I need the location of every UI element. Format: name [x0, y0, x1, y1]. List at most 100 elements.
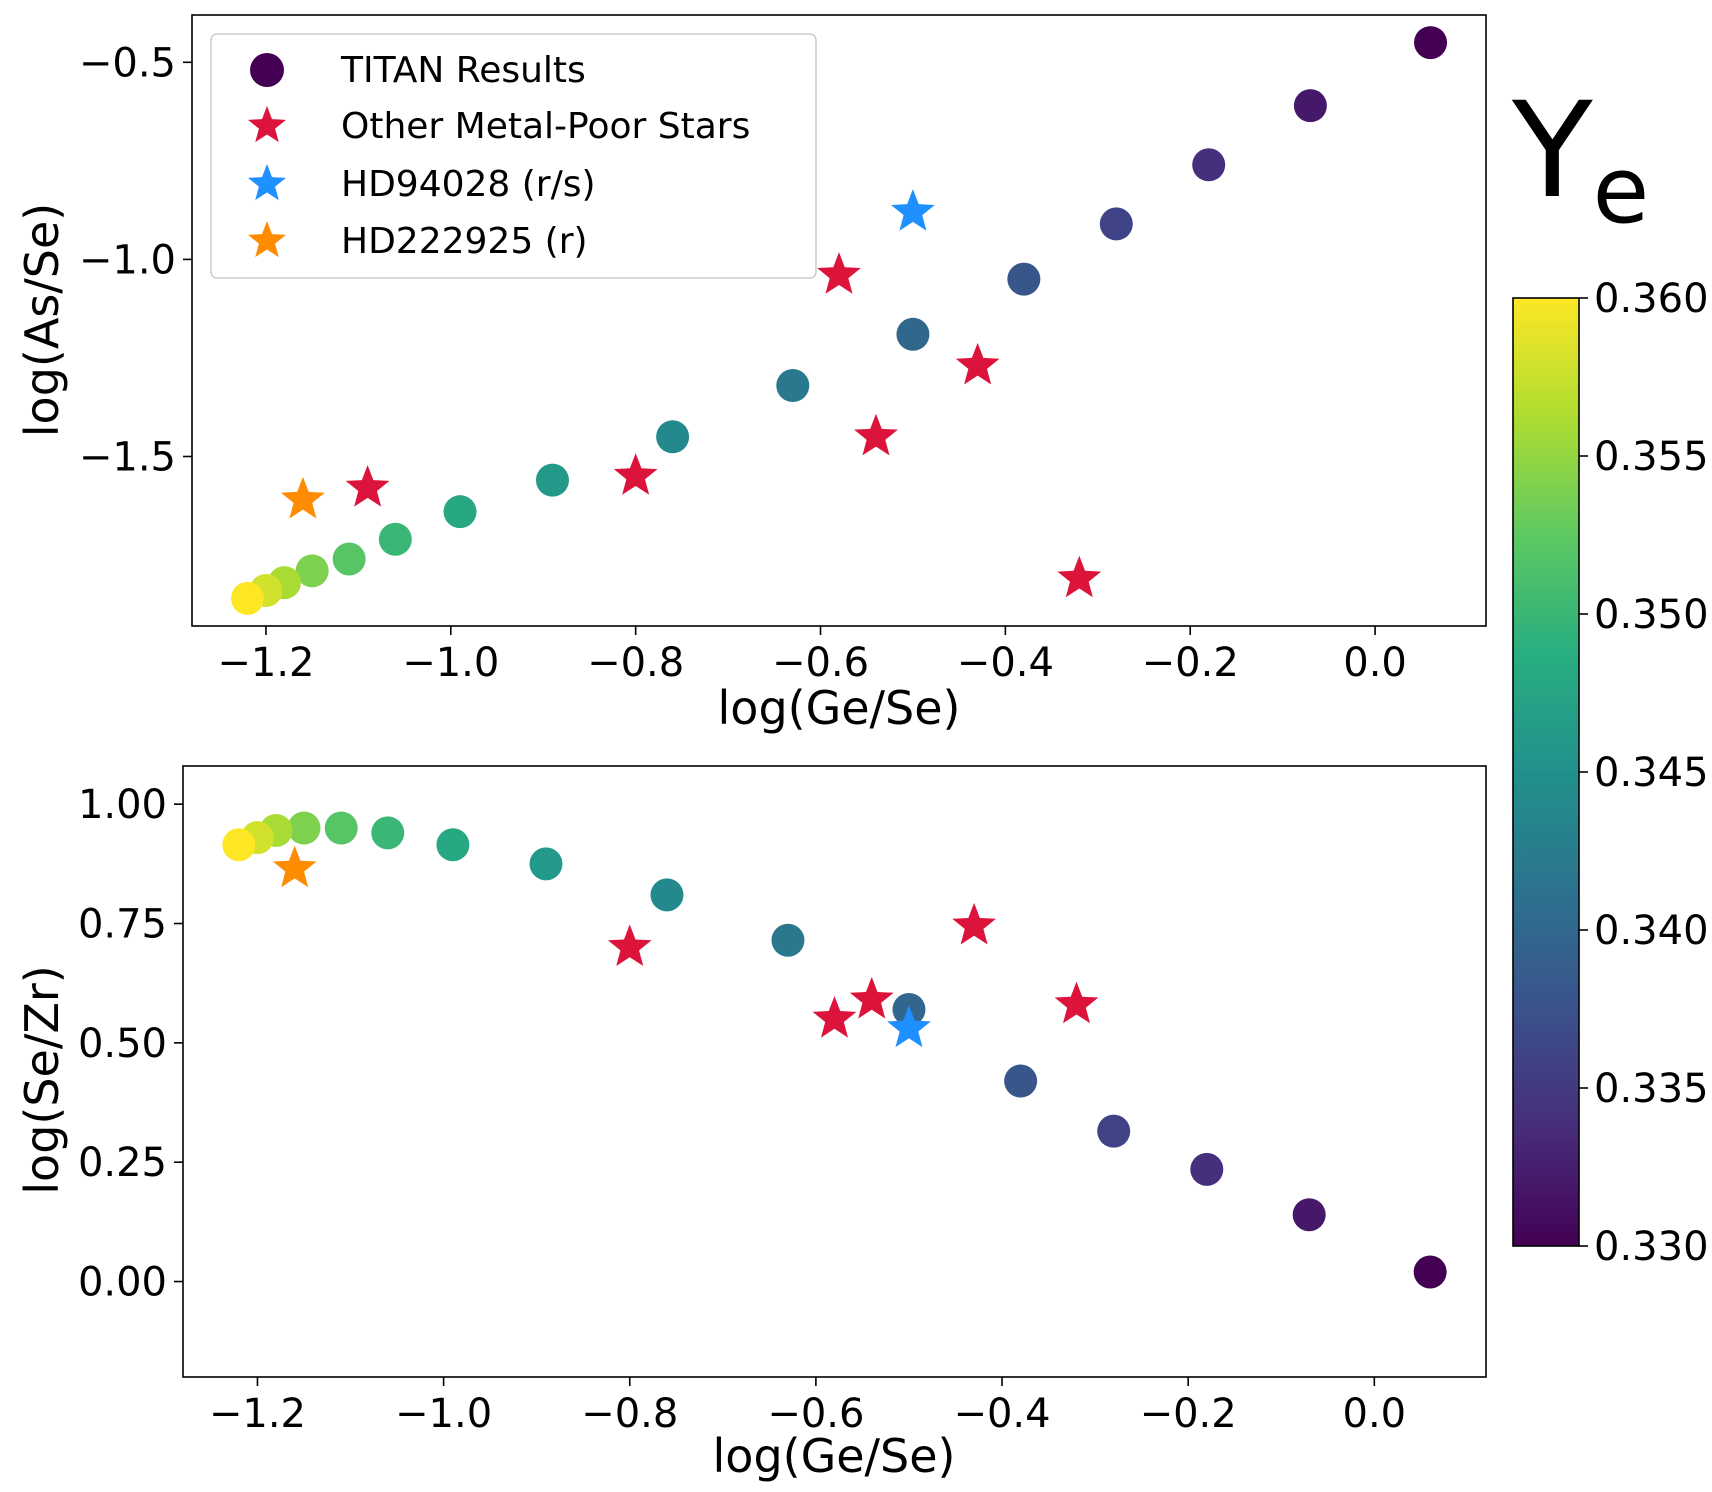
colorbar-ticks: 0.330 0.335 0.340 0.345 0.350 0.355 0.360: [1579, 276, 1709, 1270]
colorbar-tick-label: 0.355: [1594, 434, 1709, 480]
top-x-tick-label: −1.0: [402, 640, 499, 686]
bottom-x-axis-title: log(Ge/Se): [713, 1429, 956, 1483]
top-titan-point: [535, 463, 569, 497]
bottom-titan-point: [1413, 1255, 1447, 1289]
top-y-tick-label: −1.5: [79, 434, 176, 480]
bottom-plot-frame: [182, 765, 1487, 1378]
bottom-x-tick-label: −0.4: [953, 1391, 1050, 1437]
bottom-x-tick-label: −1.0: [395, 1391, 492, 1437]
legend-swatch-hd94028: [247, 164, 287, 201]
top-titan-point: [443, 495, 477, 529]
bottom-y-tick-label: 0.75: [78, 902, 167, 948]
top-x-tick-label: −0.6: [772, 640, 869, 686]
top-other-star-point: [817, 252, 861, 294]
legend-entry-titan: TITAN Results: [250, 50, 586, 91]
top-x-tick-label: −0.2: [1142, 640, 1239, 686]
bottom-y-tick-label: 0.25: [78, 1140, 167, 1186]
bottom-y-tick-label: 0.00: [78, 1260, 167, 1306]
bottom-titan-point: [1097, 1114, 1131, 1148]
bottom-hd222925-star-point: [272, 845, 317, 888]
top-y-tick-label: −0.5: [79, 40, 176, 86]
bottom-other-star-point: [812, 995, 857, 1038]
top-x-tick-label: −1.2: [217, 640, 314, 686]
bottom-x-ticks: −1.2 −1.0 −0.8 −0.6 −0.4 −0.2 0.0: [209, 1377, 1406, 1437]
bottom-y-tick-label: 0.50: [78, 1021, 167, 1067]
legend-swatch-titan: [250, 53, 284, 87]
top-hd94028-star-point: [891, 189, 935, 231]
top-titan-point: [1007, 262, 1041, 296]
bottom-titan-point: [771, 923, 805, 957]
bottom-titan-point: [287, 811, 321, 845]
top-y-axis-title: log(As/Se): [15, 203, 69, 437]
colorbar-title-subscript: e: [1593, 137, 1650, 244]
top-x-tick-label: −0.8: [587, 640, 684, 686]
top-other-star-point: [854, 413, 898, 456]
top-x-ticks: −1.2 −1.0 −0.8 −0.6 −0.4 −0.2 0.0: [217, 626, 1407, 686]
colorbar-tick-label: 0.335: [1594, 1066, 1709, 1112]
bottom-x-tick-label: −0.2: [1140, 1391, 1237, 1437]
top-titan-point: [1192, 148, 1226, 182]
colorbar-gradient: [1512, 297, 1580, 1247]
legend-label-titan: TITAN Results: [340, 50, 586, 91]
bottom-other-star-point: [607, 924, 652, 966]
bottom-y-ticks: 0.00 0.25 0.50 0.75 1.00: [78, 782, 183, 1306]
top-other-star-point: [613, 453, 658, 495]
top-titan-point: [230, 581, 264, 615]
colorbar-title: Ye: [1511, 74, 1649, 244]
bottom-x-tick-label: 0.0: [1343, 1391, 1407, 1437]
colorbar: 0.330 0.335 0.340 0.345 0.350 0.355 0.360 Ye: [1511, 74, 1709, 1270]
legend-label-other-stars: Other Metal-Poor Stars: [341, 106, 750, 147]
top-titan-point: [896, 317, 930, 351]
top-plot-markers: [230, 26, 1448, 615]
top-plot-panel: −1.2 −1.0 −0.8 −0.6 −0.4 −0.2 0.0 −1.5 −1.0 −0.5…: [15, 14, 1487, 735]
legend-label-hd94028: HD94028 (r/s): [341, 164, 596, 205]
bottom-x-tick-label: −1.2: [209, 1391, 306, 1437]
bottom-titan-point: [1190, 1152, 1224, 1186]
bottom-x-tick-label: −0.8: [581, 1391, 678, 1437]
bottom-titan-point: [1004, 1064, 1038, 1098]
top-titan-point: [295, 554, 329, 588]
bottom-titan-point: [324, 811, 358, 845]
legend-entry-hd222925: HD222925 (r): [247, 221, 588, 262]
bottom-y-axis-title: log(Se/Zr): [15, 965, 69, 1194]
colorbar-tick-label: 0.340: [1594, 908, 1709, 954]
bottom-titan-point: [222, 828, 256, 862]
top-other-star-point: [955, 342, 1000, 385]
legend-entry-other-stars: Other Metal-Poor Stars: [247, 106, 750, 147]
top-other-star-point: [345, 465, 390, 507]
bottom-x-tick-label: −0.6: [767, 1391, 864, 1437]
bottom-hd94028-star-point: [887, 1005, 931, 1048]
colorbar-tick-label: 0.330: [1594, 1224, 1709, 1270]
top-plot-frame: [191, 14, 1487, 627]
colorbar-tick-label: 0.360: [1594, 276, 1709, 322]
top-titan-point: [1293, 89, 1327, 123]
top-titan-point: [656, 420, 690, 454]
top-titan-point: [332, 542, 366, 576]
legend-label-hd222925: HD222925 (r): [341, 221, 588, 262]
legend-box: [210, 33, 817, 279]
top-other-star-point: [1057, 555, 1102, 598]
bottom-titan-point: [436, 828, 470, 862]
colorbar-tick-label: 0.350: [1594, 592, 1709, 638]
top-x-tick-label: −0.4: [957, 640, 1054, 686]
top-titan-point: [776, 369, 810, 403]
top-titan-point: [378, 522, 412, 556]
colorbar-title-main: Y: [1511, 74, 1593, 228]
bottom-titan-point: [650, 878, 684, 912]
top-hd222925-star-point: [281, 476, 325, 519]
legend: TITAN Results Other Metal-Poor Stars HD9…: [210, 33, 817, 279]
bottom-plot-markers: [222, 811, 1447, 1289]
top-x-axis-title: log(Ge/Se): [718, 681, 961, 735]
bottom-titan-point: [1292, 1198, 1326, 1232]
bottom-plot-panel: −1.2 −1.0 −0.8 −0.6 −0.4 −0.2 0.0 0.00 0.25 0.50…: [15, 765, 1487, 1483]
bottom-titan-point: [529, 847, 563, 881]
bottom-titan-point: [371, 816, 405, 850]
bottom-other-star-point: [952, 902, 996, 945]
top-y-ticks: −1.5 −1.0 −0.5: [79, 40, 192, 480]
top-x-tick-label: 0.0: [1343, 640, 1407, 686]
legend-swatch-hd222925: [247, 221, 287, 258]
colorbar-tick-label: 0.345: [1594, 750, 1709, 796]
top-y-tick-label: −1.0: [79, 237, 176, 283]
bottom-other-star-point: [849, 976, 894, 1019]
